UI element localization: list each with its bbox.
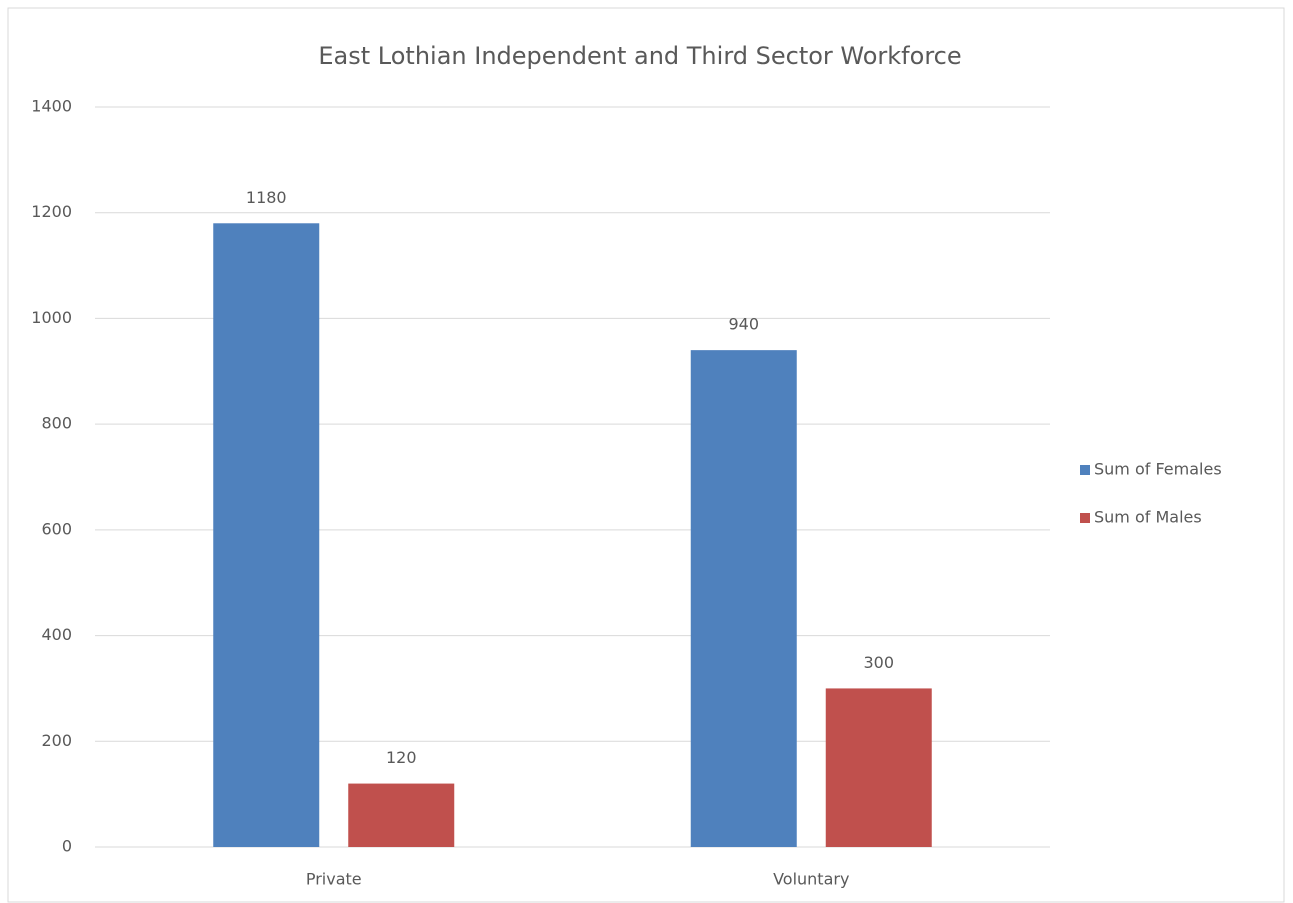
data-label: 120 [386, 748, 417, 767]
data-label: 940 [728, 315, 759, 334]
bar [825, 688, 932, 847]
bar [348, 783, 455, 847]
y-tick-label: 800 [41, 414, 72, 433]
bar [690, 350, 797, 847]
legend-label: Sum of Females [1094, 460, 1222, 479]
y-tick-label: 400 [41, 625, 72, 644]
y-tick-label: 0 [62, 837, 72, 856]
chart-title: East Lothian Independent and Third Secto… [318, 42, 961, 70]
y-tick-label: 1200 [31, 202, 72, 221]
y-tick-label: 200 [41, 731, 72, 750]
chart-border [7, 7, 1285, 903]
y-tick-label: 1400 [31, 97, 72, 116]
data-label: 1180 [246, 188, 287, 207]
legend-label: Sum of Males [1094, 508, 1202, 527]
y-tick-label: 600 [41, 519, 72, 538]
x-tick-label: Voluntary [773, 870, 849, 889]
y-tick-label: 1000 [31, 308, 72, 327]
x-tick-label: Private [306, 870, 362, 889]
legend-swatch [1080, 465, 1090, 475]
data-label: 300 [863, 653, 894, 672]
legend-swatch [1080, 513, 1090, 523]
bar [213, 223, 320, 848]
